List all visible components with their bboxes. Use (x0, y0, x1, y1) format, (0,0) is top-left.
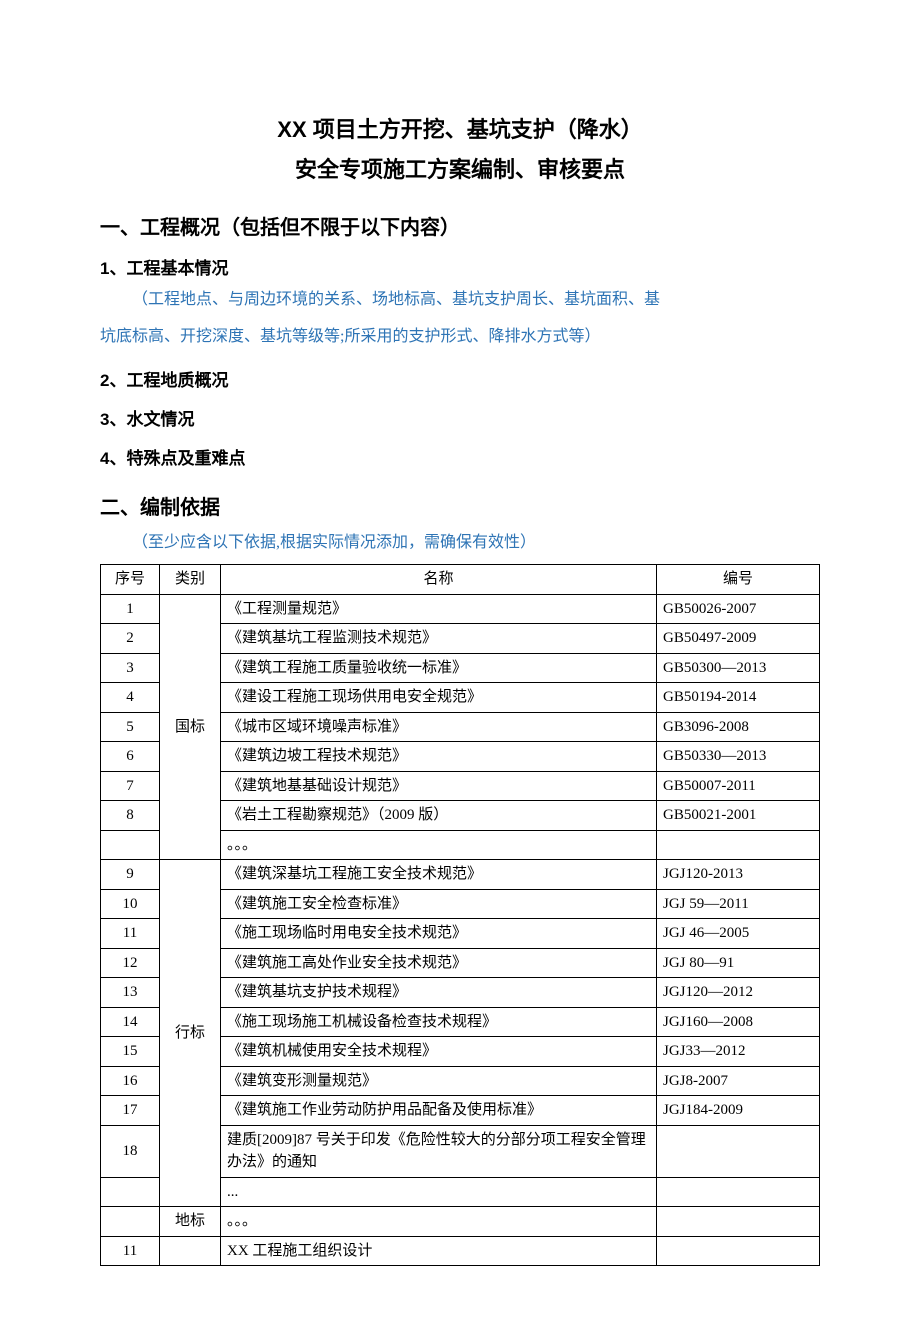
cell-code: GB50497-2009 (657, 624, 820, 654)
cell-code: GB50330—2013 (657, 742, 820, 772)
cell-category: 行标 (160, 860, 221, 1207)
cell-seq: 14 (101, 1007, 160, 1037)
basis-table: 序号 类别 名称 编号 1国标《工程测量规范》GB50026-20072《建筑基… (100, 564, 820, 1266)
section-1-heading: 一、工程概况（包括但不限于以下内容） (100, 211, 820, 240)
document-page: XX 项目土方开挖、基坑支护（降水） 安全专项施工方案编制、审核要点 一、工程概… (0, 0, 920, 1326)
table-header-row: 序号 类别 名称 编号 (101, 565, 820, 595)
cell-seq: 17 (101, 1096, 160, 1126)
section-1-1-note-l1: （工程地点、与周边环境的关系、场地标高、基坑支护周长、基坑面积、基 (100, 285, 820, 315)
cell-name: 《建筑基坑工程监测技术规范》 (221, 624, 657, 654)
cell-name: 《建筑变形测量规范》 (221, 1066, 657, 1096)
cell-seq: 9 (101, 860, 160, 890)
section-1-4-heading: 4、特殊点及重难点 (100, 444, 820, 469)
cell-seq: 12 (101, 948, 160, 978)
cell-code: JGJ160—2008 (657, 1007, 820, 1037)
cell-seq: 7 (101, 771, 160, 801)
section-1-1-heading: 1、工程基本情况 (100, 254, 820, 279)
cell-seq: 3 (101, 653, 160, 683)
th-code: 编号 (657, 565, 820, 595)
cell-seq (101, 1207, 160, 1237)
cell-name: 《工程测量规范》 (221, 594, 657, 624)
table-row: 9行标《建筑深基坑工程施工安全技术规范》JGJ120-2013 (101, 860, 820, 890)
cell-name: 。。。 (221, 830, 657, 860)
cell-name: 《建筑基坑支护技术规程》 (221, 978, 657, 1008)
cell-name: 。。。 (221, 1207, 657, 1237)
cell-code: JGJ 80—91 (657, 948, 820, 978)
cell-category: 地标 (160, 1207, 221, 1237)
cell-seq: 5 (101, 712, 160, 742)
section-1-1-note-l2: 坑底标高、开挖深度、基坑等级等;所采用的支护形式、降排水方式等） (100, 322, 820, 352)
section-1-2-heading: 2、工程地质概况 (100, 366, 820, 391)
th-name: 名称 (221, 565, 657, 595)
cell-seq: 18 (101, 1125, 160, 1177)
cell-code: JGJ 46—2005 (657, 919, 820, 949)
cell-seq: 2 (101, 624, 160, 654)
cell-code (657, 830, 820, 860)
cell-name: 《建筑边坡工程技术规范》 (221, 742, 657, 772)
table-row: 11 XX 工程施工组织设计 (101, 1236, 820, 1266)
cell-name: 《建筑深基坑工程施工安全技术规范》 (221, 860, 657, 890)
cell-code: GB50026-2007 (657, 594, 820, 624)
cell-name: 《岩土工程勘察规范》（2009 版） (221, 801, 657, 831)
cell-code: GB50007-2011 (657, 771, 820, 801)
cell-name: 《建设工程施工现场供用电安全规范》 (221, 683, 657, 713)
cell-name: 《建筑机械使用安全技术规程》 (221, 1037, 657, 1067)
cell-name: 《施工现场临时用电安全技术规范》 (221, 919, 657, 949)
cell-code: GB50300—2013 (657, 653, 820, 683)
cell-code: GB50194-2014 (657, 683, 820, 713)
cell-name: 建质[2009]87 号关于印发《危险性较大的分部分项工程安全管理办法》的通知 (221, 1125, 657, 1177)
cell-code: JGJ 59—2011 (657, 889, 820, 919)
cell-seq (101, 830, 160, 860)
cell-seq: 10 (101, 889, 160, 919)
cell-seq (101, 1177, 160, 1207)
cell-name: 《建筑工程施工质量验收统一标准》 (221, 653, 657, 683)
cell-name: 《建筑施工作业劳动防护用品配备及使用标准》 (221, 1096, 657, 1126)
doc-title-line2: 安全专项施工方案编制、审核要点 (100, 150, 820, 190)
cell-seq: 6 (101, 742, 160, 772)
cell-name: ... (221, 1177, 657, 1207)
table-row: 地标。。。 (101, 1207, 820, 1237)
cell-code (657, 1125, 820, 1177)
cell-name: XX 工程施工组织设计 (221, 1236, 657, 1266)
cell-code: GB3096-2008 (657, 712, 820, 742)
cell-name: 《城市区域环境噪声标准》 (221, 712, 657, 742)
cell-code: JGJ120-2013 (657, 860, 820, 890)
cell-code: JGJ33—2012 (657, 1037, 820, 1067)
cell-seq: 1 (101, 594, 160, 624)
cell-seq: 11 (101, 919, 160, 949)
cell-code: GB50021-2001 (657, 801, 820, 831)
cell-code (657, 1236, 820, 1266)
cell-name: 《施工现场施工机械设备检查技术规程》 (221, 1007, 657, 1037)
cell-seq: 8 (101, 801, 160, 831)
cell-name: 《建筑地基基础设计规范》 (221, 771, 657, 801)
cell-code: JGJ8-2007 (657, 1066, 820, 1096)
table-body: 1国标《工程测量规范》GB50026-20072《建筑基坑工程监测技术规范》GB… (101, 594, 820, 1266)
doc-title-line1: XX 项目土方开挖、基坑支护（降水） (100, 110, 820, 150)
section-2-heading: 二、编制依据 (100, 491, 820, 520)
section-1-3-heading: 3、水文情况 (100, 405, 820, 430)
cell-seq: 16 (101, 1066, 160, 1096)
cell-seq: 13 (101, 978, 160, 1008)
cell-code: JGJ120—2012 (657, 978, 820, 1008)
cell-category (160, 1236, 221, 1266)
cell-code (657, 1177, 820, 1207)
th-cat: 类别 (160, 565, 221, 595)
cell-seq: 15 (101, 1037, 160, 1067)
cell-name: 《建筑施工安全检查标准》 (221, 889, 657, 919)
table-row: 1国标《工程测量规范》GB50026-2007 (101, 594, 820, 624)
th-seq: 序号 (101, 565, 160, 595)
cell-name: 《建筑施工高处作业安全技术规范》 (221, 948, 657, 978)
cell-seq: 4 (101, 683, 160, 713)
cell-category: 国标 (160, 594, 221, 860)
cell-code (657, 1207, 820, 1237)
cell-code: JGJ184-2009 (657, 1096, 820, 1126)
section-2-note: （至少应含以下依据,根据实际情况添加，需确保有效性） (100, 528, 820, 558)
cell-seq: 11 (101, 1236, 160, 1266)
